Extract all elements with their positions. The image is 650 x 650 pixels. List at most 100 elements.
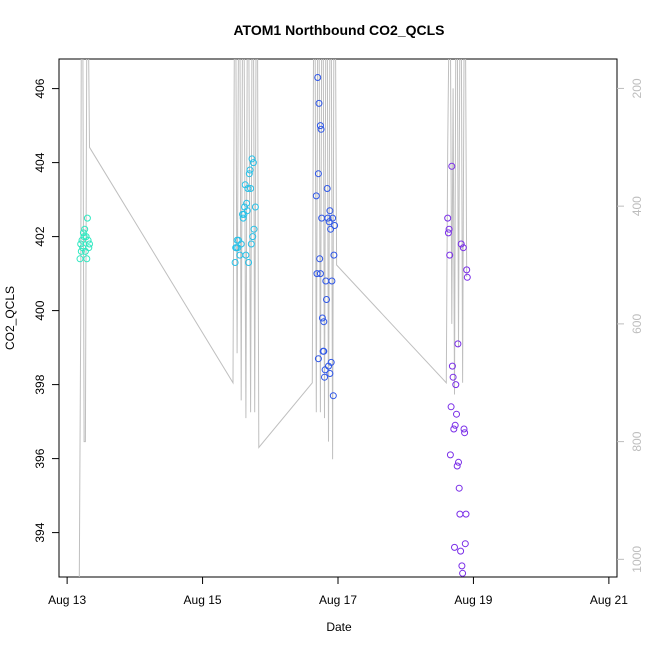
data-point: [326, 370, 334, 377]
y-tick-label: 398: [33, 374, 47, 394]
data-point: [86, 240, 93, 248]
data-point: [454, 340, 462, 348]
data-point: [231, 259, 239, 266]
data-point: [249, 159, 257, 167]
data-point: [461, 429, 469, 437]
y-tick-label: 394: [33, 522, 47, 542]
chart-title: ATOM1 Northbound CO2_QCLS: [233, 22, 444, 38]
data-point: [81, 225, 89, 233]
data-point: [239, 214, 247, 222]
data-point: [451, 421, 459, 429]
right-tick-label: 1000: [630, 546, 644, 573]
y-tick-label: 404: [33, 152, 47, 172]
data-point: [446, 251, 454, 259]
data-point: [330, 251, 338, 259]
data-point: [246, 166, 254, 174]
data-point: [320, 318, 328, 326]
data-point: [247, 240, 255, 248]
data-point: [450, 425, 458, 433]
x-tick-label: Aug 19: [454, 593, 492, 607]
data-point: [247, 185, 255, 192]
data-point: [245, 259, 253, 266]
data-point: [448, 162, 456, 170]
series-1: [76, 214, 93, 263]
data-point: [316, 255, 324, 263]
data-point: [449, 373, 457, 381]
data-point: [329, 214, 337, 222]
plot-frame: [58, 58, 618, 578]
data-point: [457, 547, 465, 555]
data-point: [76, 255, 84, 263]
data-point: [457, 240, 465, 248]
data-point: [314, 74, 322, 81]
data-point: [445, 225, 453, 233]
data-point: [460, 425, 468, 433]
series-3: [312, 74, 339, 400]
data-point: [316, 270, 324, 278]
data-point: [316, 122, 324, 130]
data-point: [312, 192, 320, 200]
data-point: [323, 185, 331, 192]
series-4: [444, 162, 471, 577]
data-point: [453, 462, 461, 470]
data-point: [455, 458, 462, 466]
x-tick-label: Aug 13: [48, 593, 86, 607]
x-tick-label: Aug 17: [319, 593, 357, 607]
data-point: [243, 199, 251, 207]
data-point: [82, 233, 90, 241]
data-point: [447, 403, 455, 411]
right-tick-label: 800: [630, 431, 644, 451]
data-point: [327, 358, 335, 366]
data-point: [321, 373, 328, 381]
data-point: [83, 214, 91, 222]
data-point: [83, 255, 91, 263]
y-tick-label: 406: [33, 78, 47, 98]
data-point: [249, 233, 257, 241]
data-point: [243, 207, 251, 215]
data-point: [452, 381, 460, 389]
data-point: [463, 266, 471, 274]
data-point: [326, 207, 334, 215]
data-point: [237, 240, 245, 248]
data-point: [315, 99, 323, 107]
data-point: [313, 270, 321, 278]
data-point: [244, 185, 252, 192]
data-point: [324, 214, 332, 222]
data-point: [328, 277, 336, 285]
data-point: [320, 347, 328, 355]
data-point: [446, 451, 454, 459]
series-2: [231, 155, 259, 266]
y-tick-label: 396: [33, 448, 47, 468]
data-point: [84, 236, 92, 244]
data-point: [451, 543, 458, 551]
data-point: [459, 244, 467, 252]
data-point: [331, 222, 339, 229]
data-point: [448, 362, 456, 370]
data-point: [462, 510, 470, 518]
data-point: [314, 355, 322, 363]
data-point: [314, 170, 322, 178]
right-tick-label: 600: [630, 314, 644, 334]
data-point: [444, 214, 452, 222]
x-axis-label: Date: [326, 620, 352, 634]
data-point: [444, 229, 452, 237]
y-axis-label: CO2_QCLS: [3, 286, 17, 350]
data-point: [77, 240, 85, 248]
data-point: [80, 233, 88, 241]
data-points-layer: [76, 74, 471, 577]
data-point: [455, 484, 463, 492]
right-tick-label: 400: [630, 196, 644, 216]
data-point: [459, 569, 467, 577]
y-tick-label: 402: [33, 226, 47, 246]
data-point: [327, 225, 335, 233]
pressure-profile-layer: [78, 59, 468, 577]
data-point: [242, 251, 250, 259]
data-point: [461, 540, 469, 548]
data-point: [317, 125, 325, 133]
data-point: [245, 170, 253, 178]
y-tick-label: 400: [33, 300, 47, 320]
data-point: [85, 244, 93, 252]
data-point: [323, 296, 330, 303]
x-tick-label: Aug 21: [590, 593, 628, 607]
